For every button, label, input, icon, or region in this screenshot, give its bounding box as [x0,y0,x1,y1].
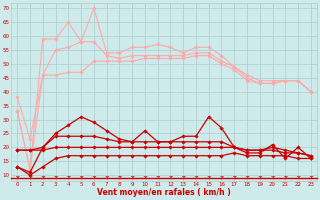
X-axis label: Vent moyen/en rafales ( km/h ): Vent moyen/en rafales ( km/h ) [97,188,231,197]
